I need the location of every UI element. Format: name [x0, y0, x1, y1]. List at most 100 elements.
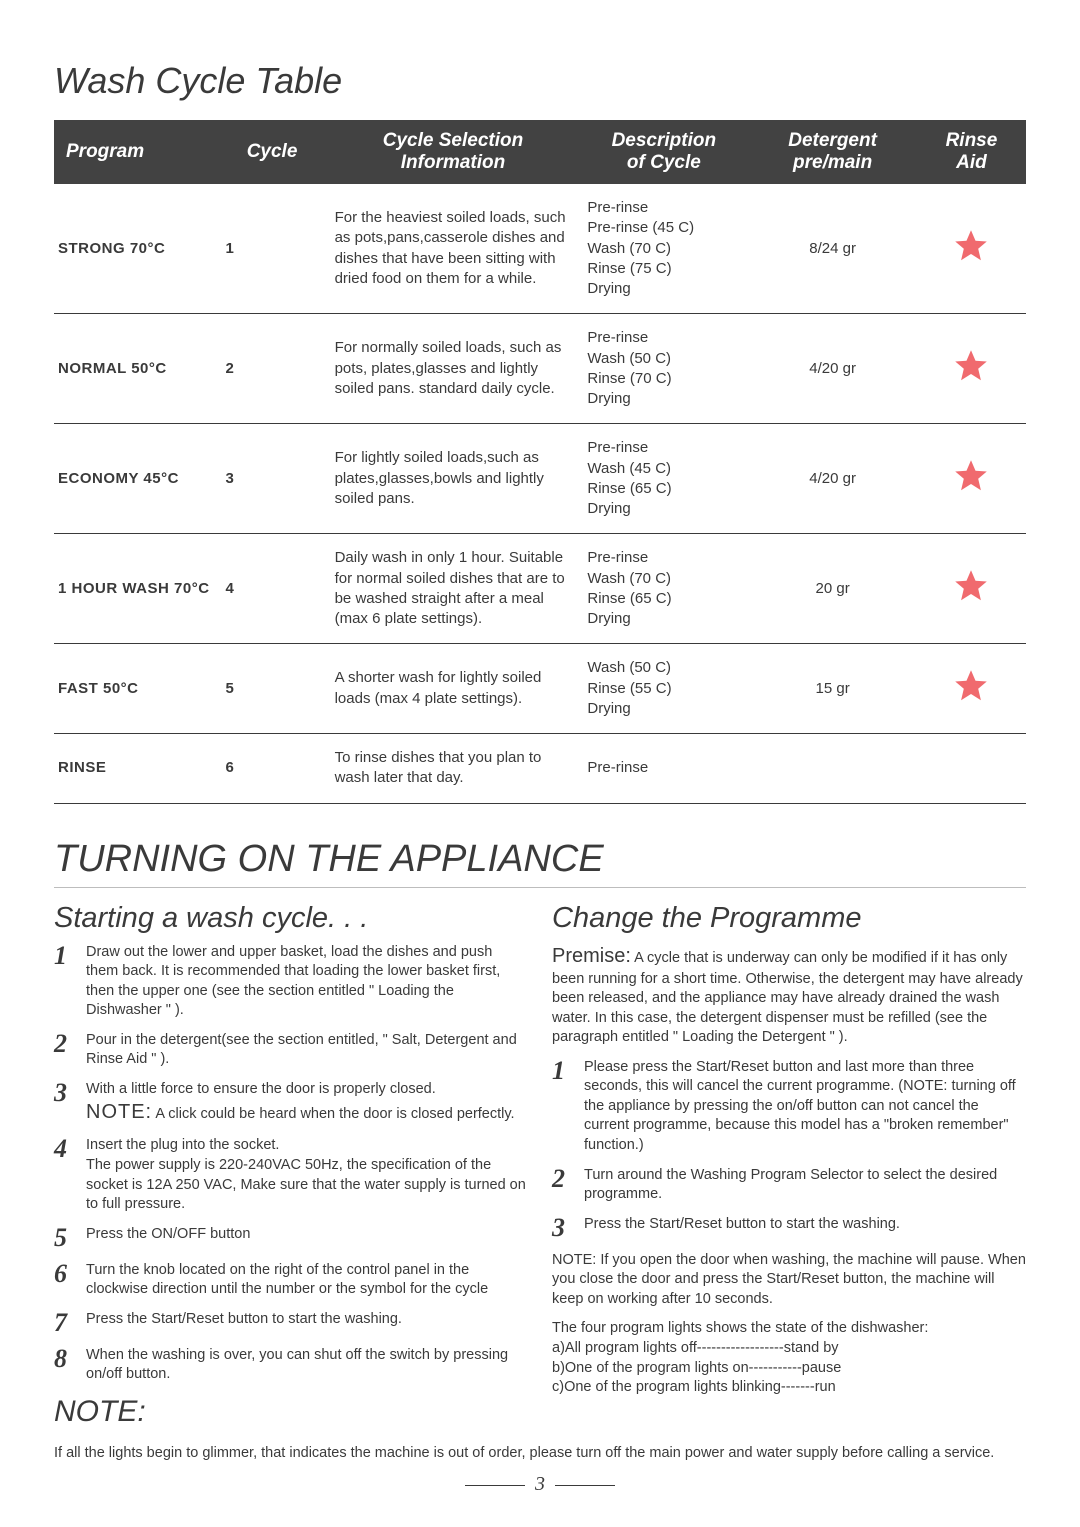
cell-info: To rinse dishes that you plan to wash la…: [327, 734, 580, 804]
cell-detergent: 4/20 gr: [748, 424, 917, 534]
cell-program: ECONOMY 45°C: [54, 424, 218, 534]
cell-program: RINSE: [54, 734, 218, 804]
change-title: Change the Programme: [552, 902, 1026, 935]
step-number: 6: [54, 1261, 76, 1300]
cell-info: For lightly soiled loads,such as plates,…: [327, 424, 580, 534]
step-item: 1Draw out the lower and upper basket, lo…: [54, 943, 528, 1021]
cell-rinse-aid: [917, 314, 1026, 424]
right-note-1: NOTE: If you open the door when washing,…: [552, 1251, 1026, 1310]
cell-cycle: 1: [218, 184, 327, 314]
wash-cycle-title: Wash Cycle Table: [54, 60, 1026, 102]
cell-info: For normally soiled loads, such as pots,…: [327, 314, 580, 424]
step-number: 4: [54, 1136, 76, 1214]
table-row: FAST 50°C 5 A shorter wash for lightly s…: [54, 644, 1026, 734]
cycle-table-wrap: Program Cycle Cycle Selection Informatio…: [54, 120, 1026, 804]
cell-detergent: 20 gr: [748, 534, 917, 644]
th-info: Cycle Selection Information: [327, 120, 580, 184]
cell-desc: Pre-rinsePre-rinse (45 C)Wash (70 C)Rins…: [579, 184, 748, 314]
cell-desc: Pre-rinseWash (50 C)Rinse (70 C)Drying: [579, 314, 748, 424]
cell-detergent: 4/20 gr: [748, 314, 917, 424]
cell-desc: Wash (50 C)Rinse (55 C)Drying: [579, 644, 748, 734]
table-row: 1 HOUR WASH 70°C 4 Daily wash in only 1 …: [54, 534, 1026, 644]
star-icon: [953, 458, 989, 494]
two-column-layout: Starting a wash cycle. . . 1Draw out the…: [54, 902, 1026, 1429]
cell-program: FAST 50°C: [54, 644, 218, 734]
step-text: Turn around the Washing Program Selector…: [584, 1166, 1026, 1205]
step-number: 2: [54, 1031, 76, 1070]
cell-cycle: 2: [218, 314, 327, 424]
th-det-2: pre/main: [793, 152, 872, 173]
cell-info: Daily wash in only 1 hour. Suitable for …: [327, 534, 580, 644]
starting-steps: 1Draw out the lower and upper basket, lo…: [54, 943, 528, 1385]
step-number: 3: [54, 1080, 76, 1127]
cell-program: 1 HOUR WASH 70°C: [54, 534, 218, 644]
step-item: 5 Press the ON/OFF button: [54, 1225, 528, 1251]
premise-label: Premise:: [552, 945, 631, 967]
step-text: Insert the plug into the socket.The powe…: [86, 1136, 528, 1214]
premise-para: Premise: A cycle that is underway can on…: [552, 943, 1026, 1048]
starting-title: Starting a wash cycle. . .: [54, 902, 528, 935]
th-aid: Rinse Aid: [917, 120, 1026, 184]
th-aid-2: Aid: [956, 152, 987, 173]
cell-desc: Pre-rinseWash (45 C)Rinse (65 C)Drying: [579, 424, 748, 534]
step-text: Press the ON/OFF button: [86, 1225, 250, 1251]
footer-note: If all the lights begin to glimmer, that…: [54, 1443, 1026, 1463]
step-text: Pour in the detergent(see the section en…: [86, 1031, 528, 1070]
th-det: Detergent pre/main: [748, 120, 917, 184]
note-inline-label: NOTE:: [86, 1101, 152, 1123]
step-number: 3: [552, 1215, 574, 1241]
th-cycle: Cycle: [218, 120, 327, 184]
step-text: Press the Start/Reset button to start th…: [86, 1310, 402, 1336]
step-item: 2 Pour in the detergent(see the section e…: [54, 1031, 528, 1070]
table-row: RINSE 6 To rinse dishes that you plan to…: [54, 734, 1026, 804]
note-inline-text: A click could be heard when the door is …: [155, 1106, 514, 1122]
cell-cycle: 3: [218, 424, 327, 534]
step-text: Turn the knob located on the right of th…: [86, 1261, 528, 1300]
star-icon: [953, 228, 989, 264]
star-icon: [953, 568, 989, 604]
step-text: With a little force to ensure the door i…: [86, 1080, 515, 1127]
cell-info: For the heaviest soiled loads, such as p…: [327, 184, 580, 314]
page-number: 3: [54, 1473, 1026, 1496]
step-text: Draw out the lower and upper basket, loa…: [86, 943, 528, 1021]
step-item: 4Insert the plug into the socket.The pow…: [54, 1136, 528, 1214]
cell-info: A shorter wash for lightly soiled loads …: [327, 644, 580, 734]
cycle-table: Program Cycle Cycle Selection Informatio…: [54, 120, 1026, 804]
step-number: 2: [552, 1166, 574, 1205]
star-icon: [953, 668, 989, 704]
th-desc-2: of Cycle: [627, 152, 701, 173]
cell-detergent: [748, 734, 917, 804]
step-text: Press the Start/Reset button to start th…: [584, 1215, 900, 1241]
cell-rinse-aid: [917, 644, 1026, 734]
step-item: 2 Turn around the Washing Program Selecto…: [552, 1166, 1026, 1205]
th-info-1: Cycle Selection: [383, 130, 523, 151]
right-column: Change the Programme Premise: A cycle th…: [552, 902, 1026, 1429]
step-item: 3With a little force to ensure the door …: [54, 1080, 528, 1127]
change-steps: 1Please press the Start/Reset button and…: [552, 1058, 1026, 1241]
th-info-2: Information: [401, 152, 506, 173]
step-number: 7: [54, 1310, 76, 1336]
th-program: Program: [54, 120, 218, 184]
cell-cycle: 5: [218, 644, 327, 734]
table-row: NORMAL 50°C 2 For normally soiled loads,…: [54, 314, 1026, 424]
note-big: NOTE:: [54, 1395, 528, 1429]
step-number: 1: [54, 943, 76, 1021]
th-det-1: Detergent: [788, 130, 877, 151]
th-aid-1: Rinse: [946, 130, 998, 151]
cell-rinse-aid: [917, 184, 1026, 314]
cell-detergent: 8/24 gr: [748, 184, 917, 314]
step-item: 8When the washing is over, you can shut …: [54, 1346, 528, 1385]
step-number: 5: [54, 1225, 76, 1251]
cell-desc: Pre-rinse: [579, 734, 748, 804]
step-text: Please press the Start/Reset button and …: [584, 1058, 1026, 1156]
step-number: 8: [54, 1346, 76, 1385]
step-item: 3 Press the Start/Reset button to start t…: [552, 1215, 1026, 1241]
cell-rinse-aid: [917, 424, 1026, 534]
step-number: 1: [552, 1058, 574, 1156]
cell-detergent: 15 gr: [748, 644, 917, 734]
right-note-2: The four program lights shows the state …: [552, 1319, 1026, 1397]
th-desc-1: Description: [612, 130, 717, 151]
step-item: 6 Turn the knob located on the right of t…: [54, 1261, 528, 1300]
star-icon: [953, 348, 989, 384]
table-row: ECONOMY 45°C 3 For lightly soiled loads,…: [54, 424, 1026, 534]
